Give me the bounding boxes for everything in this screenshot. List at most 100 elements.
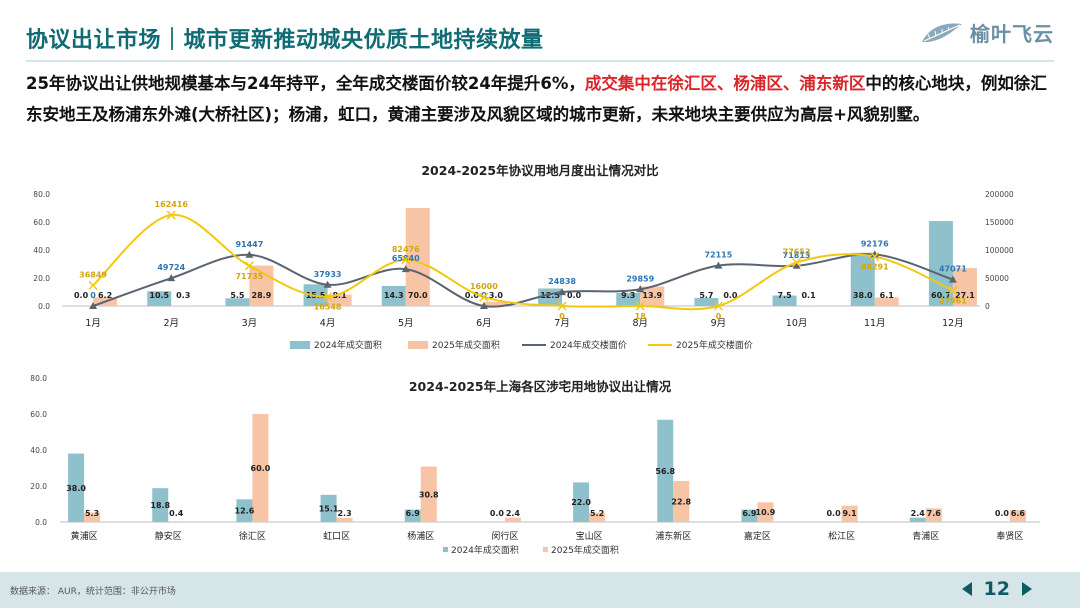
line-2024-label: 92176 xyxy=(861,239,889,248)
line-2025-label: 0 xyxy=(716,312,722,321)
bar-2024 xyxy=(68,453,85,522)
bar-2024 xyxy=(850,252,875,306)
bar-2024-label: 2.4 xyxy=(911,509,926,518)
bar-2025-label: 6.6 xyxy=(1011,509,1026,518)
legend-swatch-2024-area xyxy=(290,341,310,349)
bar-2025-label: 7.6 xyxy=(927,509,942,518)
bar-2024 xyxy=(694,298,719,306)
x-tick-label: 黄浦区 xyxy=(71,530,98,542)
logo: 榆叶飞云 xyxy=(920,18,1054,47)
y-right-tick-label: 150000 xyxy=(985,218,1014,227)
line-2025-price xyxy=(92,214,954,311)
bar-2025-label: 2.3 xyxy=(337,509,351,518)
x-tick-label: 静安区 xyxy=(155,530,182,542)
x-tick-label: 虹口区 xyxy=(323,531,350,542)
line-2025-label: 18 xyxy=(635,312,647,321)
bar-2025 xyxy=(405,208,430,306)
bar-2025-label: 22.8 xyxy=(671,497,691,506)
y-left-tick-label: 60.0 xyxy=(33,218,50,227)
bar-2024-label: 0.0 xyxy=(465,291,480,300)
prev-page-icon[interactable] xyxy=(961,582,972,596)
y-tick-label: 80.0 xyxy=(30,374,47,383)
bar-2025-label: 60.0 xyxy=(251,464,271,473)
x-tick-label: 2月 xyxy=(163,318,179,329)
x-tick-label: 闵行区 xyxy=(491,530,518,542)
bar-2025 xyxy=(1009,510,1026,522)
bar-2025 xyxy=(757,502,774,522)
line-2025-marker xyxy=(323,292,333,302)
bar-2025 xyxy=(336,517,353,522)
summary-text: 25年协议出让供地规模基本与24年持平，全年成交楼面价较24年提升6%，成交集中… xyxy=(26,68,1060,130)
logo-text: 榆叶飞云 xyxy=(970,22,1054,46)
bar-2025-label: 3.0 xyxy=(489,291,504,300)
line-2024-label: 24838 xyxy=(548,277,576,286)
bar-2025-label: 0.0 xyxy=(567,291,582,300)
bar-2025 xyxy=(640,286,665,306)
line-2024-marker xyxy=(245,250,254,258)
bar-2024-label: 15.1 xyxy=(319,504,339,513)
line-2025-label: 77653 xyxy=(783,248,811,257)
monthly-chart: 0.0 20.0 40.0 60.0 80.0 0 50000 100000 150000 200… xyxy=(33,190,1014,351)
x-tick-label: 5月 xyxy=(398,318,414,329)
bar-2024 xyxy=(657,419,674,522)
x-tick-label: 奉贤区 xyxy=(996,530,1023,542)
bar-2024 xyxy=(152,488,169,522)
line-2025-marker xyxy=(792,257,802,268)
bar-2024-label: 6.9 xyxy=(406,509,421,518)
bar-2025-label: 0.1 xyxy=(801,291,816,300)
line-2025-label: 16548 xyxy=(314,303,342,312)
y-left-tick-label: 80.0 xyxy=(33,190,50,199)
x-tick-label: 12月 xyxy=(942,318,964,329)
line-2025-label: 82476 xyxy=(392,245,420,254)
footer-source-note: 数据来源： AUR，统计范围：非公开市场 xyxy=(10,587,176,597)
bar-2024-label: 22.0 xyxy=(571,498,591,507)
legend-swatch-2024 xyxy=(443,547,448,552)
bar-2025-label: 2.4 xyxy=(506,509,521,518)
page-title: 协议出让市场｜城市更新推动城央优质土地持续放量 xyxy=(26,28,544,53)
line-2025-marker xyxy=(88,280,98,290)
line-2025-label: 16000 xyxy=(470,282,498,291)
y-tick-label: 60.0 xyxy=(30,410,47,419)
legend-label-2024-price: 2024年成交楼面价 xyxy=(550,339,627,351)
line-2024-label: 47071 xyxy=(939,265,967,274)
line-2025-label: 88291 xyxy=(861,263,889,272)
line-2024-marker xyxy=(401,265,410,273)
y-left-tick-label: 40.0 xyxy=(33,246,50,255)
line-2024-label: 0 xyxy=(481,291,487,300)
bar-2024-label: 5.7 xyxy=(699,291,713,300)
x-tick-label: 9月 xyxy=(711,318,727,329)
bar-2025-label: 0.0 xyxy=(723,291,738,300)
bar-2024-label: 9.3 xyxy=(621,291,635,300)
bar-2025-label: 6.1 xyxy=(880,291,895,300)
bar-2025-label: 0.4 xyxy=(169,509,184,518)
bar-2024 xyxy=(404,509,421,522)
line-2025-marker xyxy=(557,301,567,311)
y-right-tick-label: 200000 xyxy=(985,190,1014,199)
x-tick-label: 3月 xyxy=(242,318,258,329)
bar-2024 xyxy=(225,298,250,306)
bar-2024 xyxy=(616,292,641,306)
bar-2024-label: 38.0 xyxy=(853,291,873,300)
line-2024-label: 72115 xyxy=(704,251,732,260)
bar-2024-label: 60.7 xyxy=(931,291,951,300)
y-tick-label: 20.0 xyxy=(30,482,47,491)
line-2024-label: 0 xyxy=(90,291,96,300)
bar-2025 xyxy=(504,517,521,522)
bar-2025 xyxy=(589,512,606,522)
line-2024-label: 91447 xyxy=(235,240,263,249)
line-2024-marker xyxy=(714,261,723,269)
summary-highlight: 成交集中在徐汇区、杨浦区、浦东新区 xyxy=(584,74,866,93)
bar-2024 xyxy=(381,285,406,306)
x-tick-label: 10月 xyxy=(786,318,808,329)
next-page-icon[interactable] xyxy=(1022,582,1032,596)
legend-label-2025-price: 2025年成交楼面价 xyxy=(676,339,753,351)
line-2025-label: 0 xyxy=(559,312,565,321)
bar-2024-label: 6.9 xyxy=(742,509,757,518)
line-2025-marker xyxy=(401,255,411,265)
bar-2025-label: 9.1 xyxy=(842,509,857,518)
legend-label-2024: 2024年成交面积 xyxy=(451,544,519,556)
summary-part-1: 25年协议出让供地规模基本与24年持平，全年成交楼面价较24年提升6%， xyxy=(26,74,585,93)
line-2025-label: 36849 xyxy=(79,270,107,279)
summary-part-2: 中的核心地块，例如徐汇东安地王及杨浦东外滩(大桥社区)；杨浦，虹口，黄浦主要涉及… xyxy=(26,74,1047,124)
bar-2024-label: 0.0 xyxy=(74,291,89,300)
